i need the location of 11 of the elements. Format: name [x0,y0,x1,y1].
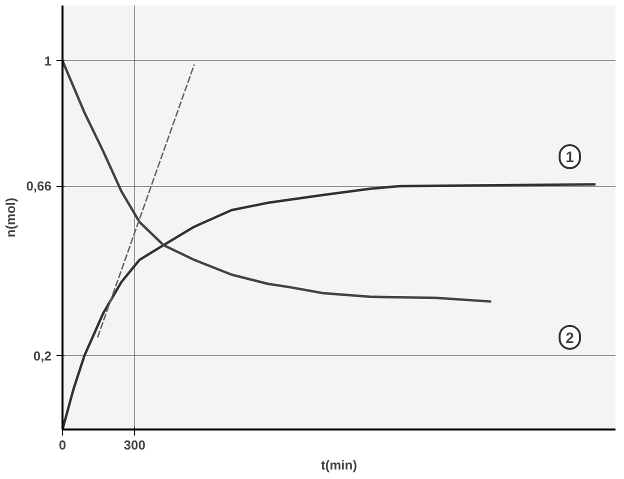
line-series [62,183,597,430]
x-tick-label: 0 [58,438,66,452]
x-tick-label: 300 [124,438,146,452]
x-axis-title: t(min) [320,458,358,472]
annotation: 1 [566,149,574,166]
line-series [62,60,492,303]
y-tick-label: 1 [44,53,52,68]
y-axis-title: n(mol) [3,198,18,238]
annotation: 2 [566,330,574,347]
y-tick-label: 0,2 [33,348,52,364]
y-tick-label: 0,66 [26,178,52,194]
